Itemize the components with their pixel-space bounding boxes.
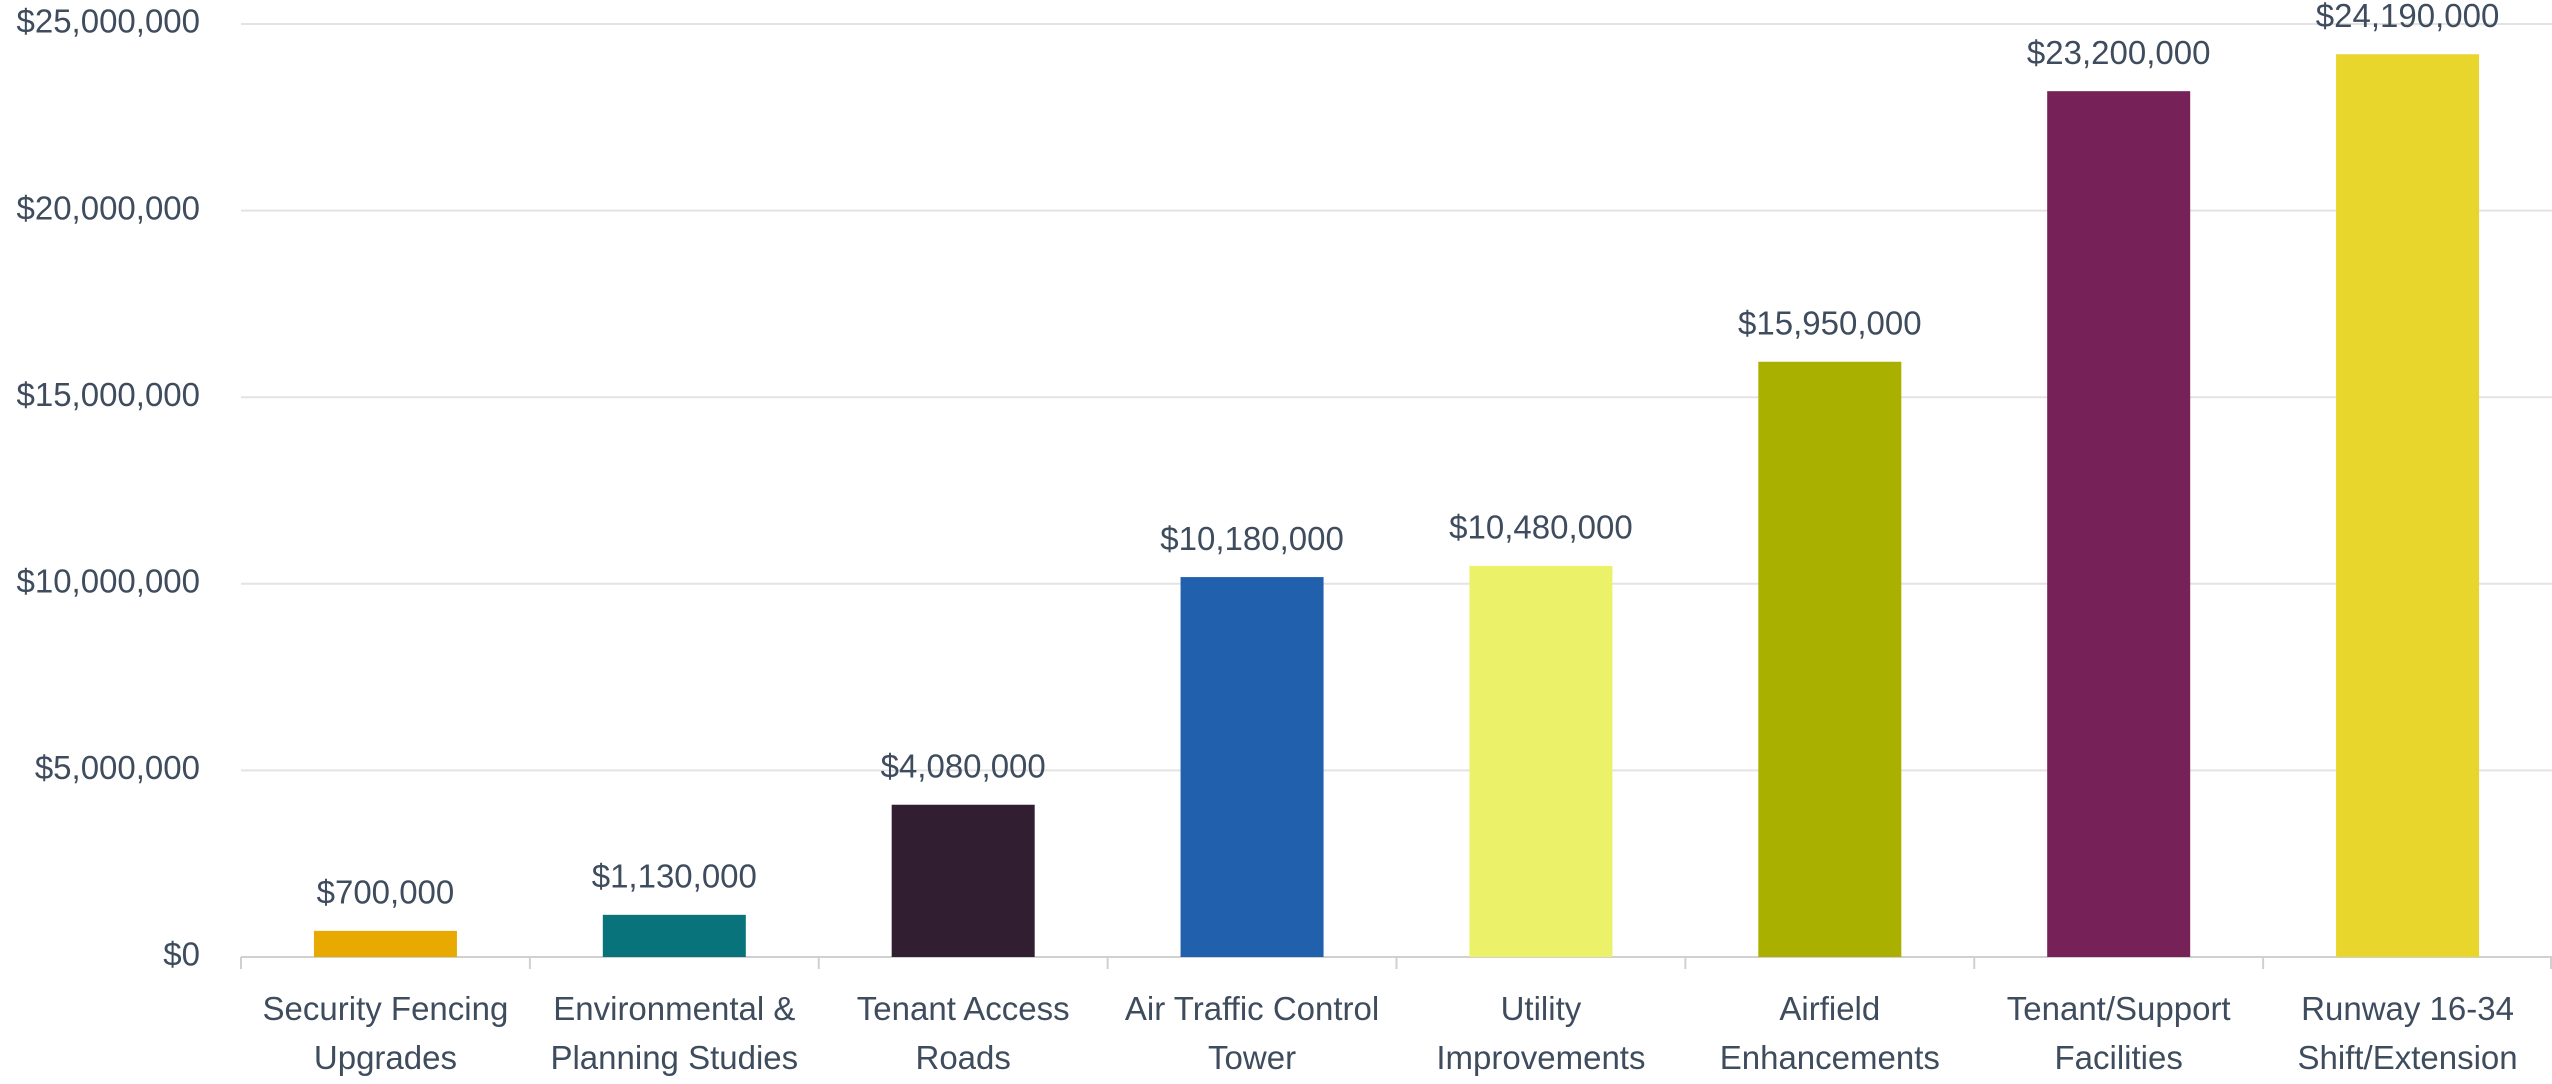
value-label: $10,180,000 — [1160, 520, 1344, 557]
bar — [1758, 361, 1902, 958]
y-tick-label: $5,000,000 — [35, 749, 200, 786]
x-tick-label: Tenant/Support Facilities — [2006, 990, 2231, 1076]
bar — [313, 930, 457, 957]
value-label: $700,000 — [317, 874, 455, 911]
value-label: $24,190,000 — [2316, 0, 2500, 34]
x-tick-label: Air Traffic Control Tower — [1124, 990, 1380, 1076]
x-tick-label: Security Fencing Upgrades — [262, 990, 509, 1076]
y-tick-label: $0 — [163, 936, 200, 973]
x-tick-label: Tenant Access Roads — [856, 990, 1070, 1076]
x-tick-label: Airfield Enhancements — [1719, 990, 1940, 1076]
bar — [1180, 577, 1324, 957]
y-tick-label: $10,000,000 — [16, 563, 200, 600]
value-label: $15,950,000 — [1738, 304, 1922, 341]
bar — [2336, 54, 2480, 958]
bar — [891, 804, 1035, 957]
y-tick-label: $15,000,000 — [16, 376, 200, 413]
y-tick-label: $25,000,000 — [16, 3, 200, 40]
bar — [602, 914, 746, 957]
x-tick-label: Environmental & Planning Studies — [550, 990, 799, 1076]
value-label: $1,130,000 — [592, 858, 757, 895]
value-label: $10,480,000 — [1449, 509, 1633, 546]
bar — [2047, 91, 2191, 957]
x-tick-label: Runway 16-34 Shift/Extension — [2297, 990, 2518, 1076]
x-tick-label: Utility Improvements — [1436, 990, 1646, 1076]
bar — [1469, 565, 1613, 957]
y-tick-label: $20,000,000 — [16, 189, 200, 226]
value-label: $23,200,000 — [2027, 34, 2211, 71]
value-label: $4,080,000 — [881, 747, 1046, 784]
